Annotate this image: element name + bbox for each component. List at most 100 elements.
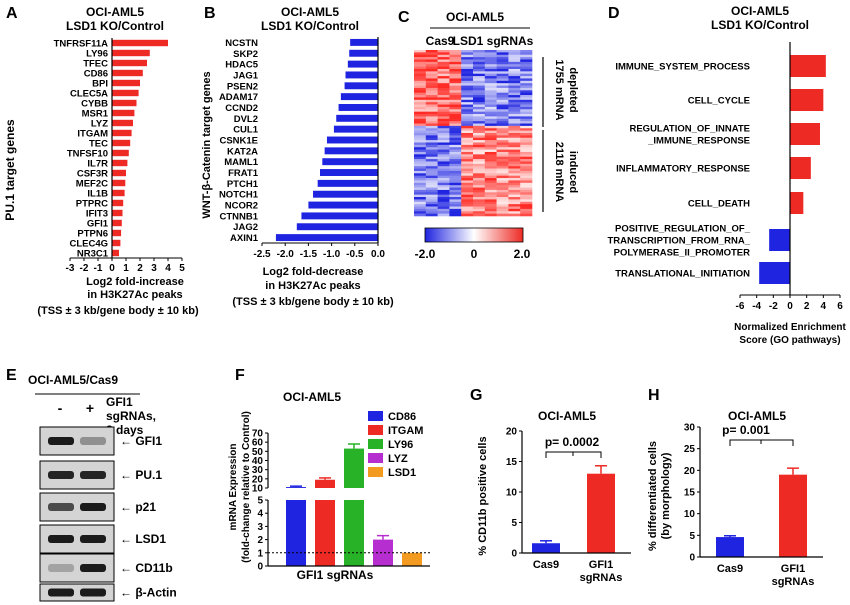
panel-c-heatmap-cell — [414, 85, 427, 89]
panel-c-heatmap-cell — [437, 111, 450, 115]
panel-c-heatmap-cell — [437, 95, 450, 98]
panel-c-heatmap-cell — [461, 95, 474, 98]
panel-c-heatmap-cell — [473, 78, 486, 82]
panel-c-heatmap-cell — [425, 149, 438, 153]
panel-c-heatmap-cell — [508, 85, 521, 89]
panel-c-heatmap-cell — [508, 199, 521, 203]
panel-c-heatmap-cell — [484, 154, 497, 158]
panel-c-heatmap-cell — [425, 170, 438, 174]
panel-a-gene-label: TEC — [89, 139, 108, 150]
panel-c-heatmap-cell — [473, 161, 486, 165]
panel-c-heatmap-cell — [414, 180, 427, 184]
panel-c-heatmap-cell — [461, 178, 474, 181]
panel-c-heatmap-cell — [484, 135, 497, 139]
panel-c-heatmap-cell — [437, 76, 450, 79]
panel-c-heatmap-cell — [449, 185, 462, 188]
panel-c-heatmap-cell — [437, 178, 450, 181]
panel-c-heatmap-cell — [508, 182, 521, 186]
panel-c-heatmap-cell — [425, 118, 438, 122]
panel-c-heatmap-cell — [437, 116, 450, 120]
panel-c-heatmap-cell — [461, 130, 474, 134]
panel-c-heatmap-cell — [520, 206, 533, 210]
panel-c-heatmap-cell — [437, 151, 450, 155]
panel-c-heatmap-cell — [484, 211, 497, 214]
panel-c-heatmap-cell — [473, 99, 486, 103]
panel-h-ylabel-2: (by morphology) — [660, 452, 672, 539]
panel-c-heatmap-cell — [425, 173, 438, 176]
panel-a: OCI-AML5 LSD1 KO/Control PU.1 target gen… — [3, 5, 199, 317]
panel-a-x-tick-label: 4 — [165, 263, 171, 274]
panel-c-heatmap-cell — [414, 57, 427, 60]
panel-c-heatmap-cell — [414, 175, 427, 179]
panel-d-bar — [759, 262, 790, 284]
panel-b-plot: NCSTNSKP2HDAC5JAG1PSEN2ADAM17CCND2DVL2CU… — [219, 37, 385, 260]
panel-c-heatmap-cell — [508, 159, 521, 162]
panel-c-heatmap-cell — [437, 114, 450, 117]
panel-c-heatmap-cell — [508, 87, 521, 91]
panel-c-heatmap-cell — [520, 170, 533, 174]
panel-a-bar — [112, 149, 129, 157]
panel-c-heatmap-cell — [425, 168, 438, 172]
panel-b-gene-label: NOTCH1 — [219, 190, 259, 201]
panel-c-heatmap-cell — [508, 137, 521, 141]
panel-c-induced-1: 2118 mRNA — [553, 142, 565, 203]
panel-c-heatmap-cell — [449, 166, 462, 169]
panel-c-heatmap-cell — [461, 170, 474, 174]
panel-c-heatmap-cell — [496, 199, 509, 203]
panel-letter-f: F — [235, 367, 245, 384]
panel-c-heatmap-cell — [484, 104, 497, 108]
panel-c-heatmap-cell — [461, 52, 474, 56]
panel-b-gene-label: ADAM17 — [219, 92, 258, 103]
panel-c-heatmap-cell — [508, 175, 521, 179]
panel-c-heatmap-cell — [473, 97, 486, 101]
panel-c-heatmap-cell — [414, 50, 427, 53]
panel-h-bar — [716, 537, 744, 557]
panel-c-heatmap-cell — [461, 147, 474, 150]
panel-f-y-tick-label: 3 — [257, 522, 263, 533]
panel-c-heatmap-cell — [425, 87, 438, 91]
panel-c-heatmap-cell — [461, 173, 474, 176]
panel-c-heatmap-cell — [484, 201, 497, 205]
panel-c-heatmap-cell — [496, 78, 509, 82]
panel-c-heatmap-cell — [508, 201, 521, 205]
panel-c-heatmap-cell — [425, 213, 438, 217]
panel-c-heatmap-cell — [496, 109, 509, 112]
panel-h-y-tick-label: 30 — [684, 423, 696, 434]
panel-f-bar — [373, 539, 393, 566]
panel-c-heatmap-cell — [414, 154, 427, 158]
panel-letter-h: H — [648, 387, 660, 404]
panel-c-heatmap-cell — [508, 83, 521, 86]
panel-c-heatmap-cell — [461, 204, 474, 207]
panel-c-heatmap-cell — [461, 50, 474, 53]
panel-c-heatmap-cell — [425, 111, 438, 115]
panel-c-heatmap-cell — [461, 97, 474, 101]
panel-f-bar-upper — [286, 487, 306, 488]
panel-d-pathway-label: CELL_DEATH — [688, 199, 750, 210]
panel-c-heatmap-cell — [437, 90, 450, 93]
panel-a-bar — [112, 99, 137, 107]
panel-d-xlabel-2: Score (GO pathways) — [739, 335, 840, 346]
panel-d-x-tick-label: -2 — [769, 301, 778, 312]
panel-c-heatmap-cell — [414, 156, 427, 160]
panel-c-heatmap-cell — [437, 161, 450, 165]
panel-c-heatmap-cell — [425, 204, 438, 207]
panel-c-heatmap-cell — [425, 109, 438, 112]
panel-c-heatmap-cell — [461, 99, 474, 103]
panel-a-gene-label: IL7R — [87, 159, 108, 170]
panel-c-heatmap-cell — [414, 206, 427, 210]
panel-c-heatmap-cell — [414, 71, 427, 75]
panel-c-heatmap-cell — [449, 71, 462, 75]
panel-c-heatmap-cell — [508, 123, 521, 127]
panel-c-heatmap-cell — [414, 189, 427, 193]
panel-c-heatmap-cell — [414, 90, 427, 93]
panel-c-heatmap-cell — [496, 151, 509, 155]
panel-c-heatmap-cell — [473, 137, 486, 141]
panel-c-heatmap-cell — [508, 194, 521, 198]
panel-c-heatmap-cell — [437, 125, 450, 129]
panel-b-bar — [275, 234, 378, 242]
panel-c-heatmap-cell — [414, 199, 427, 203]
panel-c-heatmap-cell — [496, 168, 509, 172]
panel-c-heatmap-cell — [484, 99, 497, 103]
panel-c-heatmap-cell — [473, 180, 486, 184]
panel-d-x-tick-label: -4 — [752, 301, 761, 312]
